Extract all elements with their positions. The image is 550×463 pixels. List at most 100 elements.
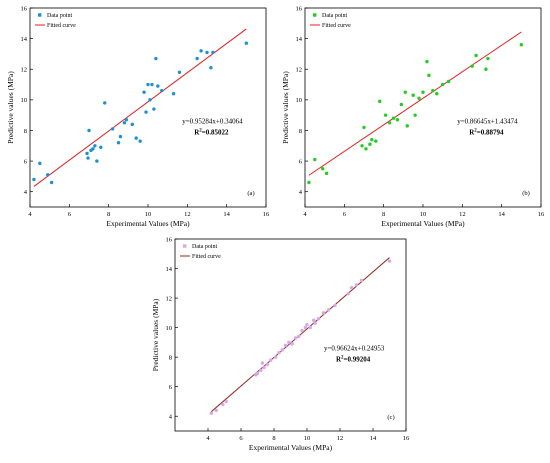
data-point — [277, 351, 281, 355]
data-point — [411, 93, 415, 97]
data-point — [265, 362, 270, 367]
fit-equation: y=0.86645x+1.43474 — [457, 117, 518, 125]
data-point — [116, 141, 121, 145]
data-point — [110, 127, 115, 131]
data-point — [440, 82, 445, 87]
data-point — [324, 171, 329, 176]
legend-label-fitted-curve: Fitted curve — [322, 23, 351, 29]
data-point — [160, 88, 164, 93]
y-tick-label: 12 — [166, 295, 173, 302]
x-tick-label: 8 — [382, 211, 385, 218]
data-point — [321, 167, 325, 171]
data-point — [333, 303, 337, 308]
x-tick-label: 6 — [239, 435, 243, 442]
y-axis-label: Predictive values (MPa) — [6, 71, 15, 144]
data-point — [86, 156, 90, 160]
r-squared-value: =0.85022 — [202, 128, 229, 136]
data-point — [177, 70, 182, 74]
legend-label-data-point: Data point — [192, 244, 217, 250]
x-axis-label: Experimental Values (MPa) — [381, 219, 465, 228]
y-tick-label: 8 — [299, 128, 302, 135]
data-point — [316, 317, 321, 321]
data-point — [142, 90, 146, 94]
r-squared: R2=0.99204 — [336, 355, 371, 363]
data-point — [383, 113, 388, 117]
data-point — [293, 336, 298, 340]
data-point — [138, 139, 142, 143]
data-point — [134, 136, 138, 140]
data-point — [359, 278, 364, 283]
r-squared-prefix: R — [336, 355, 342, 363]
panel-label: (b) — [522, 190, 530, 197]
r-squared: R2=0.85022 — [194, 128, 229, 136]
data-point — [91, 147, 95, 151]
data-point — [209, 411, 213, 415]
y-tick-label: 14 — [166, 266, 173, 273]
x-tick-label: 4 — [206, 435, 210, 442]
data-point — [283, 343, 288, 348]
data-point — [273, 355, 278, 359]
data-point — [93, 144, 97, 148]
data-point — [368, 142, 372, 146]
y-tick-label: 14 — [21, 36, 28, 43]
data-point — [354, 283, 359, 287]
data-point — [130, 122, 134, 127]
data-point — [413, 113, 417, 117]
data-point — [349, 286, 354, 290]
chart-panel-1: 4 6 8 10 12 14 16 4 6 8 10 12 14 16 Experimental Value… — [6, 5, 270, 228]
legend-label-fitted-curve: Fitted curve — [47, 23, 76, 29]
x-tick-label: 10 — [420, 211, 427, 218]
x-tick-label: 8 — [272, 435, 275, 442]
panel-label: (a) — [247, 190, 254, 197]
data-point — [255, 371, 260, 376]
data-point — [425, 59, 429, 64]
data-point — [427, 73, 431, 78]
x-tick-label: 4 — [303, 211, 307, 218]
r-squared-superscript: 2 — [199, 128, 202, 133]
data-point — [269, 358, 273, 362]
data-point — [85, 151, 89, 156]
data-point — [435, 92, 439, 96]
x-tick-label: 16 — [538, 211, 545, 218]
data-point — [214, 408, 218, 413]
data-point — [308, 325, 312, 330]
r-squared-value: =0.88794 — [477, 128, 504, 136]
data-point — [313, 321, 317, 325]
data-point — [287, 340, 291, 345]
data-point — [38, 161, 42, 166]
data-point — [144, 110, 148, 114]
y-tick-label: 4 — [169, 414, 173, 421]
y-tick-label: 16 — [21, 5, 28, 12]
data-point — [364, 147, 368, 151]
legend-marker-data-point — [183, 244, 187, 248]
y-tick-label: 6 — [169, 384, 173, 391]
data-point — [118, 134, 123, 139]
data-point — [395, 118, 400, 122]
x-axis-label: Experimental Values (MPa) — [106, 219, 190, 228]
data-point — [346, 291, 350, 296]
legend-label-fitted-curve: Fitted curve — [192, 254, 221, 260]
data-point — [313, 157, 317, 162]
data-point — [305, 322, 309, 327]
r-squared-prefix: R — [469, 128, 475, 136]
plot-frame — [29, 7, 267, 208]
data-point — [152, 107, 156, 111]
data-point — [32, 177, 36, 182]
x-tick-label: 10 — [145, 211, 152, 218]
y-tick-label: 12 — [21, 67, 28, 74]
x-tick-label: 4 — [28, 211, 32, 218]
data-point — [405, 124, 409, 128]
data-point — [387, 259, 392, 263]
x-tick-label: 14 — [370, 435, 377, 442]
data-point — [303, 325, 308, 330]
data-point — [311, 318, 316, 322]
data-point — [244, 41, 249, 45]
data-point — [260, 361, 265, 365]
y-axis-label: Predictive values (MPa) — [281, 71, 290, 144]
data-point — [209, 66, 213, 70]
data-point — [421, 90, 425, 94]
x-tick-label: 12 — [184, 211, 191, 218]
data-point — [124, 118, 129, 122]
y-tick-label: 4 — [24, 189, 28, 196]
